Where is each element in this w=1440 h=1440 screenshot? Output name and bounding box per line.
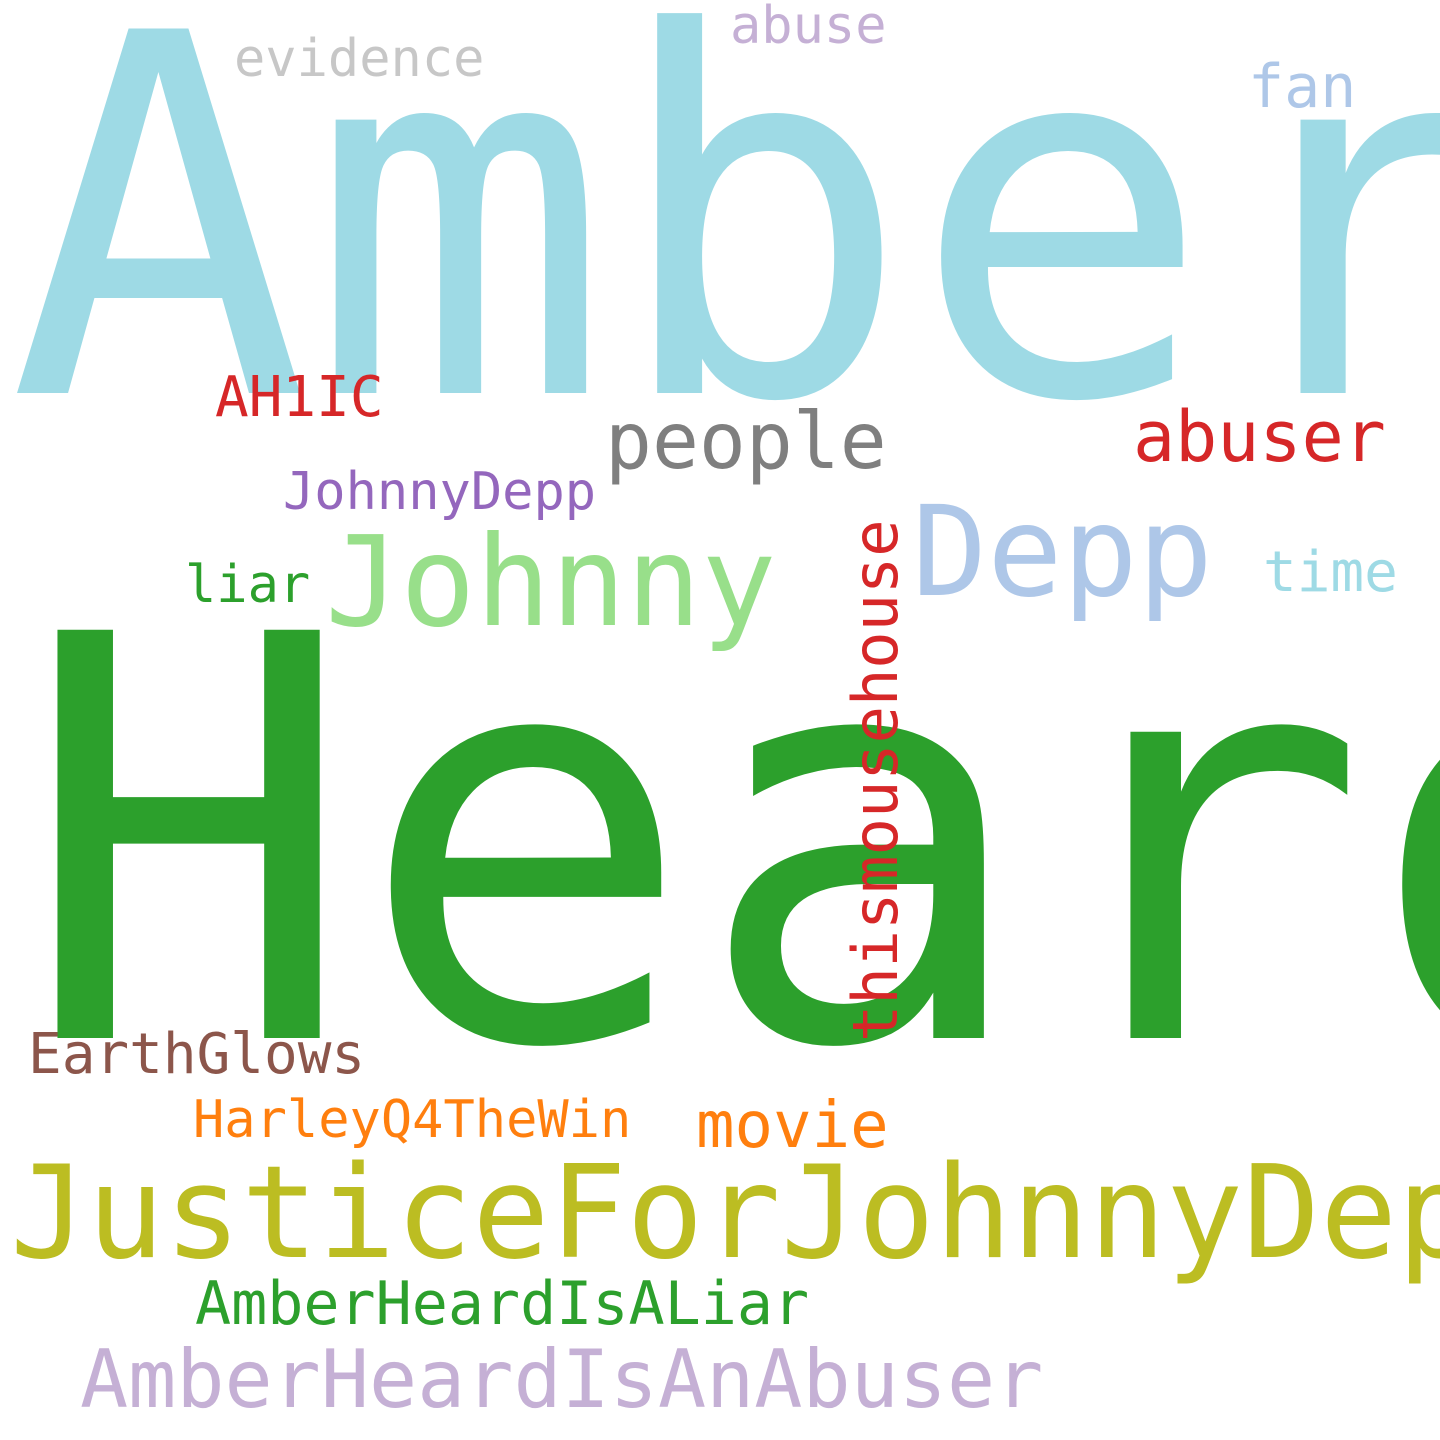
word-earthglows: EarthGlows [28,1022,366,1087]
word-justiceforjohnnydepp: JusticeForJohnnyDepp [10,1139,1440,1288]
word-amberheardisanabuser: AmberHeardIsAnAbuser [80,1333,1044,1426]
word-johnny: Johnny [325,510,777,655]
word-amber: Amber [8,0,1440,511]
word-people: people [605,397,887,487]
word-liar: liar [185,555,311,615]
word-ah1ic: AH1IC [215,365,384,430]
word-johnnydepp: JohnnyDepp [283,462,597,522]
word-abuse: abuse [730,0,887,56]
word-amberheardisaliar: AmberHeardIsALiar [195,1269,810,1339]
word-fan: fan [1248,52,1357,122]
word-thismousehouse: thismousehouse [839,519,912,1042]
word-depp: Depp [912,480,1214,625]
word-heard: Heard [20,519,1440,1171]
word-movie: movie [696,1089,889,1163]
word-harleyq4thewin: HarleyQ4TheWin [193,1090,632,1150]
word-time: time [1263,540,1398,605]
word-abuser: abuser [1133,396,1386,478]
word-evidence: evidence [234,29,485,89]
